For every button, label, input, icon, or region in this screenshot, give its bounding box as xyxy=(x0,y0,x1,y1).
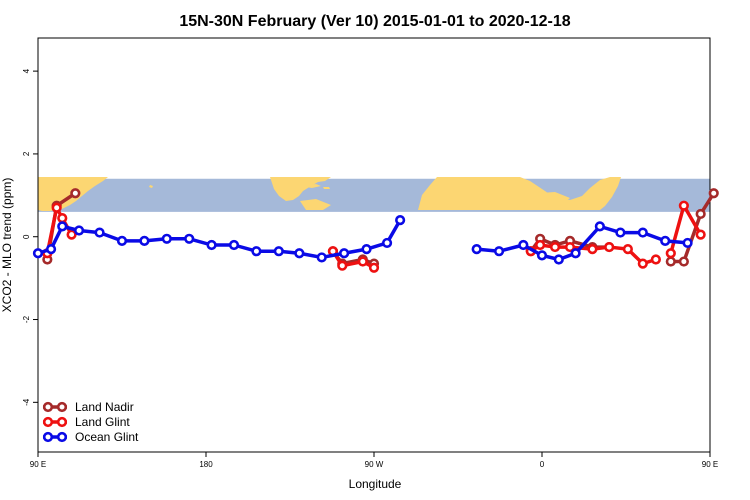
data-point xyxy=(251,246,262,257)
data-point xyxy=(206,239,217,251)
y-tick-label: 4 xyxy=(22,68,31,73)
legend-marker xyxy=(42,431,54,443)
legend-label: Land Glint xyxy=(75,415,130,429)
data-point xyxy=(57,212,68,224)
data-point xyxy=(570,248,581,259)
data-point xyxy=(66,229,77,240)
legend-label: Ocean Glint xyxy=(75,430,139,444)
y-tick-label: -2 xyxy=(22,315,31,323)
data-point xyxy=(184,233,195,244)
data-point xyxy=(368,262,380,273)
chart-title: 15N-30N February (Ver 10) 2015-01-01 to … xyxy=(179,13,570,30)
data-point xyxy=(695,229,706,240)
data-point xyxy=(471,244,482,255)
data-point xyxy=(678,200,689,211)
legend-marker xyxy=(56,401,68,413)
y-axis-label: XCO2 - MLO trend (ppm) xyxy=(0,178,14,313)
x-tick-label: 90 E xyxy=(702,460,718,469)
data-point xyxy=(564,241,576,253)
data-point xyxy=(536,250,548,261)
data-point xyxy=(637,227,648,238)
legend-marker xyxy=(56,431,68,443)
land-hawaii xyxy=(149,185,153,188)
x-tick-label: 90 E xyxy=(30,460,46,469)
land-arabian-peninsula xyxy=(540,192,570,205)
data-point xyxy=(51,202,62,213)
data-point xyxy=(228,239,240,251)
data-point xyxy=(395,215,406,226)
series-line xyxy=(670,192,716,264)
data-point xyxy=(139,235,150,246)
series-layer xyxy=(32,188,719,273)
legend-label: Land Nadir xyxy=(75,400,134,414)
data-point xyxy=(678,256,689,267)
data-point xyxy=(604,241,615,253)
series-line xyxy=(331,250,375,270)
land-hispaniola xyxy=(323,187,330,189)
data-point xyxy=(553,254,564,265)
y-tick-label: 0 xyxy=(22,234,31,239)
data-point xyxy=(587,244,598,255)
series-land-glint xyxy=(42,200,706,273)
data-point xyxy=(549,241,561,253)
land-cuba xyxy=(300,184,321,188)
land-south-america xyxy=(300,199,331,210)
world-map-band xyxy=(38,177,710,212)
legend-marker xyxy=(42,401,54,413)
data-point xyxy=(637,258,648,269)
legend-marker xyxy=(42,416,54,428)
data-point xyxy=(708,188,719,199)
data-point xyxy=(622,244,633,255)
land-africa-middle-east xyxy=(418,177,621,210)
data-point xyxy=(116,235,128,246)
data-point xyxy=(32,248,44,259)
x-axis-label: Longitude xyxy=(349,477,402,491)
data-point xyxy=(273,246,284,257)
y-tick-label: -4 xyxy=(22,398,31,406)
data-point xyxy=(361,244,372,255)
x-tick-label: 90 W xyxy=(365,460,384,469)
data-point xyxy=(381,237,393,249)
data-point xyxy=(660,235,671,246)
data-point xyxy=(57,221,68,232)
data-point xyxy=(665,248,676,259)
data-point xyxy=(73,225,85,236)
x-tick-label: 0 xyxy=(540,460,545,469)
data-point xyxy=(650,254,661,265)
data-point xyxy=(493,246,505,257)
data-point xyxy=(70,188,81,199)
legend-marker xyxy=(56,416,68,428)
series-ocean-glint xyxy=(32,215,693,265)
data-point xyxy=(94,227,105,238)
data-point xyxy=(665,256,676,267)
data-point xyxy=(337,260,348,271)
data-point xyxy=(535,239,546,251)
data-point xyxy=(518,239,529,251)
data-point xyxy=(316,252,327,263)
data-point xyxy=(357,256,368,267)
data-point xyxy=(695,208,706,220)
data-point xyxy=(294,248,305,259)
data-point xyxy=(161,233,172,244)
data-point xyxy=(594,221,605,232)
x-tick-label: 180 xyxy=(199,460,213,469)
data-point xyxy=(45,244,57,255)
data-point xyxy=(682,237,693,249)
y-tick-label: 2 xyxy=(22,151,31,156)
data-point xyxy=(615,227,626,238)
land-north-america xyxy=(270,177,331,201)
data-point xyxy=(339,248,350,259)
